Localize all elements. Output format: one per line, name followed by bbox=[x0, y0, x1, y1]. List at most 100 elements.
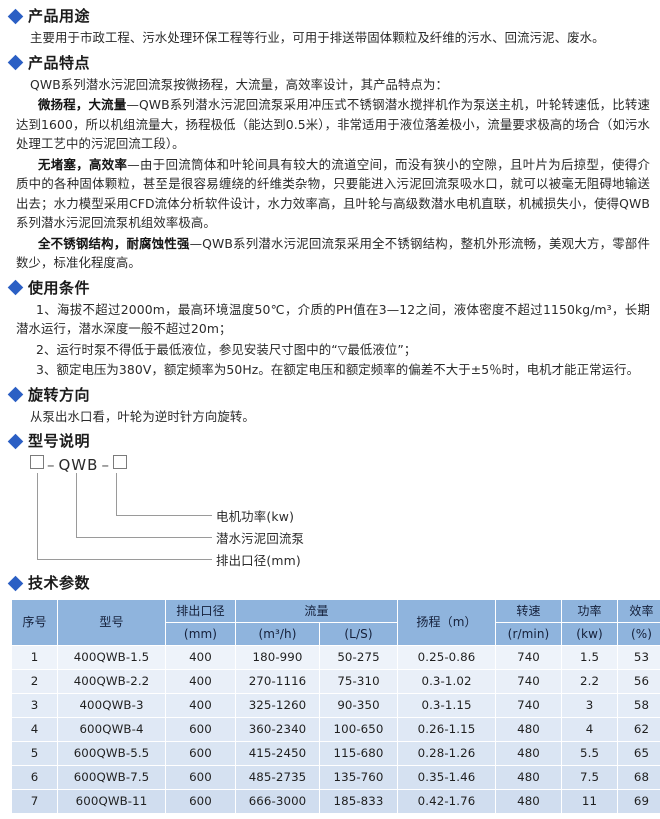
table-row: 1 400QWB-1.5 400 180-990 50-275 0.25-0.8… bbox=[11, 645, 660, 670]
model-letters: QWB bbox=[58, 456, 99, 474]
section-header-model: 型号说明 bbox=[7, 431, 652, 451]
cell-flow-ls: 115-680 bbox=[318, 741, 399, 766]
feature-lead: 微扬程，大流量 bbox=[38, 97, 127, 112]
cell-outlet: 400 bbox=[165, 693, 236, 718]
section-title-conditions: 使用条件 bbox=[28, 278, 91, 297]
th-power-unit: (kw) bbox=[561, 622, 619, 646]
cell-flow-m3h: 666-3000 bbox=[235, 789, 320, 814]
cell-speed: 480 bbox=[495, 789, 563, 814]
th-flow: 流量 bbox=[234, 599, 399, 623]
model-code-line: – QWB – bbox=[30, 455, 127, 474]
th-speed: 转速 bbox=[495, 599, 563, 623]
diamond-bullet-icon bbox=[7, 386, 24, 403]
th-eff: 效率 bbox=[617, 599, 660, 623]
feature-text: —由于回流筒体和叶轮间具有较大的流道空间，而没有狭小的空隙，且叶片为后掠型，使得… bbox=[16, 156, 650, 231]
condition-item: 1、海拔不超过2000m，最高环境温度50℃，介质的PH值在3—12之间，液体密… bbox=[16, 301, 650, 337]
table-row: 2 400QWB-2.2 400 270-1116 75-310 0.3-1.0… bbox=[11, 669, 660, 694]
th-flow-ls: (L/S) bbox=[318, 622, 399, 646]
cell-flow-ls: 75-310 bbox=[318, 669, 399, 694]
section-title-usage: 产品用途 bbox=[28, 7, 91, 25]
cell-speed: 480 bbox=[495, 717, 563, 742]
section-header-rotation: 旋转方向 bbox=[7, 385, 652, 405]
table-row: 6 600QWB-7.5 600 485-2735 135-760 0.35-1… bbox=[11, 765, 660, 790]
feature-item: 全不锈钢结构，耐腐蚀性强—QWB系列潜水污泥回流泵采用全不锈钢结构，整机外形流畅… bbox=[8, 234, 652, 273]
cell-flow-m3h: 180-990 bbox=[235, 645, 320, 670]
th-eff-unit: (%) bbox=[617, 622, 660, 646]
th-outlet: 排出口径 bbox=[165, 599, 236, 623]
rotation-body-text: 从泵出水口看，叶轮为逆时针方向旋转。 bbox=[30, 408, 255, 424]
cell-head: 0.26-1.15 bbox=[397, 717, 497, 742]
diamond-bullet-icon bbox=[7, 575, 24, 591]
cell-outlet: 600 bbox=[165, 789, 236, 814]
feature-text: —QWB系列潜水污泥回流泵采用冲压式不锈钢潜水搅拌机作为泵送主机，叶轮转速低，比… bbox=[16, 97, 650, 151]
model-designation-diagram: – QWB – 电机功率(kw) 潜水污泥回流泵 排出口径(mm) bbox=[30, 455, 652, 573]
cell-no: 4 bbox=[11, 717, 58, 742]
leader-line-outlet-horizontal bbox=[37, 559, 212, 560]
table-row: 4 600QWB-4 600 360-2340 100-650 0.26-1.1… bbox=[11, 717, 660, 742]
th-speed-unit: (r/min) bbox=[495, 622, 563, 646]
cell-no: 5 bbox=[11, 741, 58, 766]
cell-flow-ls: 90-350 bbox=[318, 693, 399, 718]
cell-flow-ls: 50-275 bbox=[318, 645, 399, 670]
section-title-specs: 技术参数 bbox=[28, 574, 91, 592]
table-body: 1 400QWB-1.5 400 180-990 50-275 0.25-0.8… bbox=[11, 645, 660, 814]
cell-eff: 56 bbox=[617, 669, 660, 694]
cell-model: 600QWB-5.5 bbox=[57, 741, 166, 766]
feature-item: 微扬程，大流量—QWB系列潜水污泥回流泵采用冲压式不锈钢潜水搅拌机作为泵送主机，… bbox=[8, 95, 652, 154]
section-header-features: 产品特点 bbox=[7, 53, 652, 73]
cell-outlet: 600 bbox=[165, 741, 236, 766]
cell-power: 11 bbox=[561, 789, 619, 814]
cell-head: 0.42-1.76 bbox=[397, 789, 497, 814]
cell-flow-m3h: 325-1260 bbox=[235, 693, 320, 718]
model-label-outlet: 排出口径(mm) bbox=[216, 553, 301, 568]
cell-eff: 65 bbox=[617, 741, 660, 766]
section-header-usage: 产品用途 bbox=[7, 6, 652, 26]
diamond-bullet-icon bbox=[7, 8, 24, 24]
model-dash: – bbox=[47, 456, 56, 474]
cell-no: 2 bbox=[11, 669, 58, 694]
cell-flow-m3h: 485-2735 bbox=[235, 765, 320, 790]
cell-no: 3 bbox=[11, 693, 58, 718]
cell-outlet: 600 bbox=[165, 717, 236, 742]
table-header-row-1: 序号 型号 排出口径 流量 扬程（m） 转速 功率 效率 重量 bbox=[11, 599, 660, 646]
diamond-bullet-icon bbox=[7, 54, 24, 71]
cell-speed: 740 bbox=[495, 669, 563, 694]
leader-line-power-vertical bbox=[116, 473, 117, 515]
section-title-model: 型号说明 bbox=[28, 432, 91, 450]
table-header: 序号 型号 排出口径 流量 扬程（m） 转速 功率 效率 重量 (mm) (m³… bbox=[11, 599, 660, 646]
th-model: 型号 bbox=[57, 599, 166, 646]
model-label-power: 电机功率(kw) bbox=[216, 509, 295, 524]
section-header-specs: 技术参数 bbox=[7, 573, 652, 593]
cell-model: 600QWB-4 bbox=[57, 717, 166, 742]
model-label-pump: 潜水污泥回流泵 bbox=[216, 531, 305, 546]
th-outlet-unit: (mm) bbox=[165, 622, 236, 646]
cell-model: 600QWB-11 bbox=[57, 789, 166, 814]
cell-eff: 58 bbox=[617, 693, 660, 718]
cell-eff: 62 bbox=[617, 717, 660, 742]
feature-lead: 无堵塞，高效率 bbox=[38, 156, 128, 172]
cell-eff: 68 bbox=[617, 765, 660, 790]
cell-outlet: 400 bbox=[165, 669, 236, 694]
leader-line-outlet-vertical bbox=[37, 473, 38, 559]
cell-flow-m3h: 270-1116 bbox=[235, 669, 320, 694]
th-flow-m3h: (m³/h) bbox=[235, 622, 320, 646]
cell-model: 400QWB-1.5 bbox=[57, 645, 166, 670]
th-head: 扬程（m） bbox=[397, 599, 497, 646]
technical-parameters-table: 序号 型号 排出口径 流量 扬程（m） 转速 功率 效率 重量 (mm) (m³… bbox=[11, 599, 660, 814]
usage-body-text: 主要用于市政工程、污水处理环保工程等行业，可用于排送带固体颗粒及纤维的污水、回流… bbox=[30, 30, 605, 45]
cell-power: 2.2 bbox=[561, 669, 619, 694]
cell-head: 0.25-0.86 bbox=[397, 645, 497, 670]
feature-lead: 全不锈钢结构，耐腐蚀性强 bbox=[38, 235, 190, 251]
th-no: 序号 bbox=[11, 599, 58, 646]
cell-power: 5.5 bbox=[561, 741, 619, 766]
cell-speed: 740 bbox=[495, 645, 563, 670]
condition-item: 3、额定电压为380V，额定频率为50Hz。在额定电压和额定频率的偏差不大于±5… bbox=[36, 362, 640, 377]
cell-model: 600QWB-7.5 bbox=[57, 765, 166, 790]
cell-power: 4 bbox=[561, 717, 619, 742]
section-header-conditions: 使用条件 bbox=[7, 278, 652, 298]
cell-head: 0.3-1.02 bbox=[397, 669, 497, 694]
cell-flow-m3h: 360-2340 bbox=[235, 717, 320, 742]
cell-speed: 480 bbox=[495, 765, 563, 790]
cell-head: 0.28-1.26 bbox=[397, 741, 497, 766]
